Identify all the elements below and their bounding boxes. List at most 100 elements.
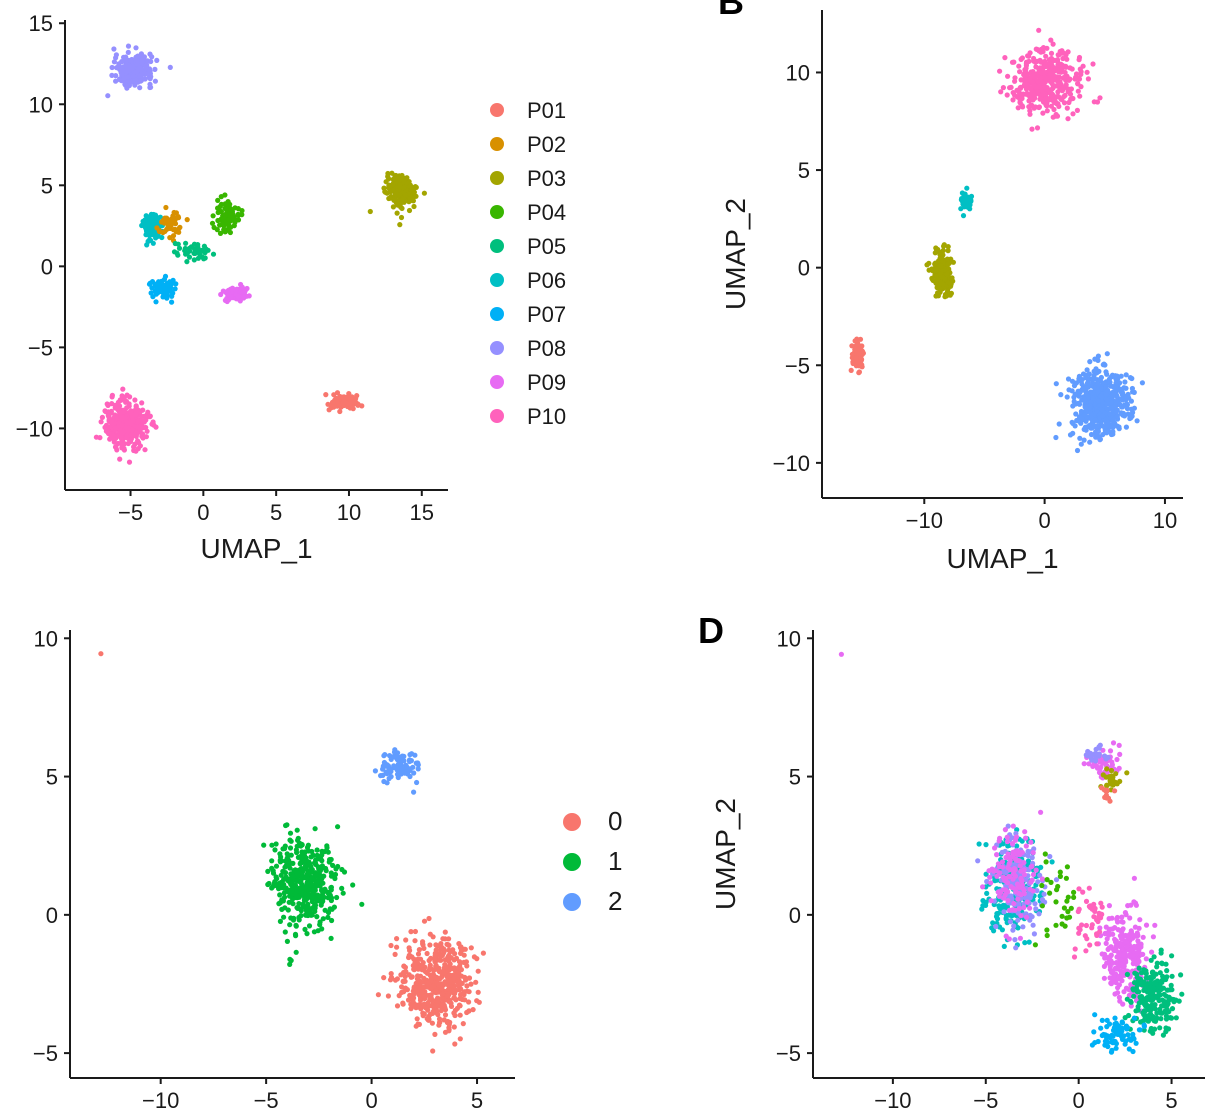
data-point xyxy=(336,403,342,409)
data-point xyxy=(1134,418,1140,424)
data-point xyxy=(1089,925,1095,931)
data-point xyxy=(1120,926,1126,932)
data-point xyxy=(984,878,990,885)
data-point xyxy=(1134,930,1140,936)
data-point xyxy=(933,266,940,272)
data-point xyxy=(1061,100,1068,106)
data-point xyxy=(315,928,321,934)
data-point xyxy=(1143,922,1150,928)
data-point xyxy=(1122,953,1128,959)
data-point xyxy=(186,254,193,260)
data-point xyxy=(1136,958,1142,964)
data-point xyxy=(159,234,165,241)
data-point xyxy=(168,289,175,295)
data-point xyxy=(1128,398,1134,404)
data-point xyxy=(984,890,990,897)
data-point xyxy=(1008,84,1014,90)
data-point xyxy=(1086,903,1092,910)
data-point xyxy=(1092,417,1098,423)
data-point xyxy=(328,935,334,942)
data-point xyxy=(1087,750,1094,756)
data-point xyxy=(1148,957,1154,963)
data-point xyxy=(1106,945,1112,951)
data-point xyxy=(121,408,127,414)
data-point xyxy=(388,971,394,977)
data-point xyxy=(394,944,400,950)
data-point xyxy=(211,224,217,231)
data-point xyxy=(108,408,114,414)
data-point xyxy=(408,929,414,935)
data-point xyxy=(277,900,283,906)
y-tick-label: 5 xyxy=(46,765,58,790)
legend-swatch xyxy=(490,307,504,321)
data-point xyxy=(310,852,316,858)
data-point xyxy=(340,400,346,406)
data-point xyxy=(1023,914,1030,920)
data-point xyxy=(1163,976,1169,983)
data-point xyxy=(1151,981,1158,987)
data-point xyxy=(464,983,470,989)
data-point xyxy=(988,880,994,886)
data-point xyxy=(166,284,172,290)
data-point xyxy=(1066,99,1072,106)
x-tick-label: −10 xyxy=(906,508,943,533)
data-point xyxy=(172,240,178,247)
legend-label: P09 xyxy=(527,370,566,395)
data-point xyxy=(133,45,139,51)
data-point xyxy=(1164,968,1170,974)
data-point xyxy=(1029,863,1035,870)
data-point xyxy=(1017,852,1023,858)
data-point xyxy=(1113,979,1119,986)
data-point xyxy=(1050,41,1056,47)
data-point xyxy=(105,93,111,99)
data-point xyxy=(428,992,434,998)
data-point xyxy=(102,408,108,414)
data-point xyxy=(1138,970,1145,976)
data-point xyxy=(999,864,1006,870)
data-point xyxy=(111,59,117,65)
data-point xyxy=(1166,1009,1172,1015)
data-point xyxy=(382,189,388,195)
data-point xyxy=(1126,992,1132,999)
y-tick-label: 5 xyxy=(789,765,801,790)
data-point xyxy=(1110,931,1116,937)
data-point xyxy=(1093,746,1099,752)
data-point xyxy=(305,904,311,910)
data-point xyxy=(466,989,472,995)
data-point xyxy=(1017,935,1024,941)
data-point xyxy=(387,977,394,983)
data-point xyxy=(1150,1030,1156,1036)
data-point xyxy=(328,870,334,876)
data-point xyxy=(1047,853,1053,860)
data-point xyxy=(293,949,299,955)
data-point xyxy=(476,999,482,1005)
data-point xyxy=(1071,889,1077,896)
data-point xyxy=(148,237,154,243)
data-point xyxy=(461,989,467,995)
data-point xyxy=(1020,104,1026,110)
data-point xyxy=(294,905,300,911)
data-point xyxy=(1030,850,1036,856)
data-point xyxy=(1056,103,1062,109)
data-point xyxy=(1128,999,1134,1005)
data-point xyxy=(1040,110,1046,116)
data-point xyxy=(203,246,209,252)
data-point xyxy=(1060,55,1066,62)
data-point xyxy=(415,762,421,768)
data-point xyxy=(945,265,951,271)
data-point xyxy=(471,954,477,960)
data-point xyxy=(1047,72,1053,78)
data-point xyxy=(1019,877,1025,883)
data-point xyxy=(142,76,148,82)
data-point xyxy=(280,846,286,852)
data-point xyxy=(1064,394,1070,400)
data-point xyxy=(446,936,452,942)
data-point xyxy=(1078,71,1084,77)
data-point xyxy=(210,213,216,219)
data-point xyxy=(424,950,430,957)
data-point xyxy=(1119,919,1125,925)
data-point xyxy=(414,779,420,786)
data-point xyxy=(1090,61,1096,67)
data-point xyxy=(1023,86,1030,92)
data-point xyxy=(434,980,440,986)
